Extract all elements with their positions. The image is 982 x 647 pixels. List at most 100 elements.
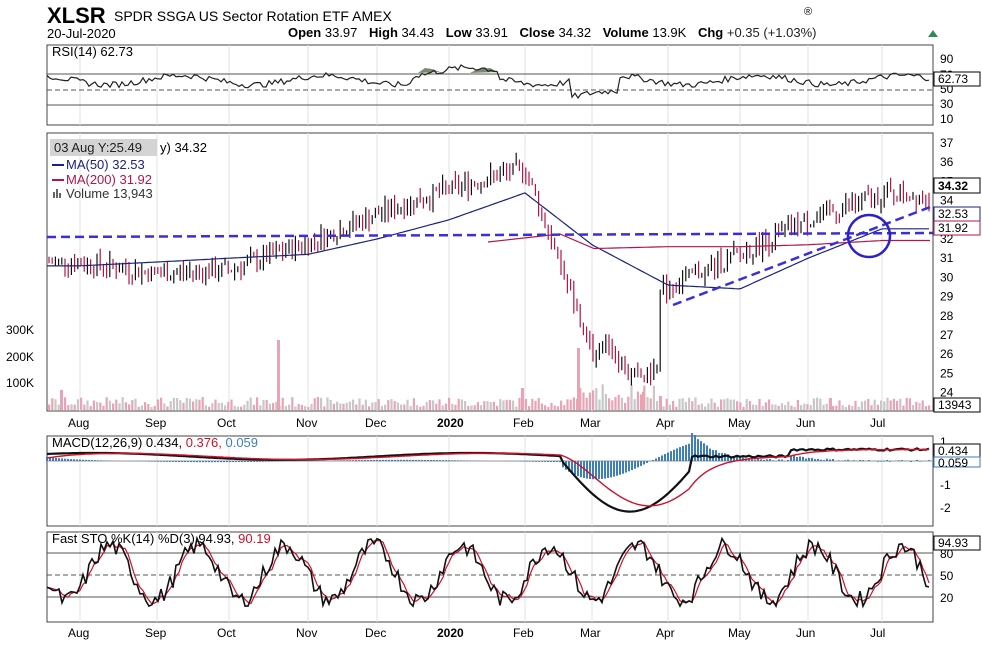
high-label: High [369,25,398,40]
volume-bar [739,402,742,410]
month-axis-middle: Aug Sep Oct Nov Dec 2020 Feb Mar Apr May Jun Jul [68,416,885,430]
macd-hist-bar [712,450,714,461]
volume-bar [304,406,307,410]
macd-hist-bar [46,456,48,461]
volume-bar [409,406,412,410]
volume-bar [118,403,121,410]
month-label: Oct [217,416,236,430]
macd-hist-bar [559,461,561,463]
macd-hist-bar [619,461,621,475]
sto-tag-text: 94.93 [938,536,968,550]
volume-bar [265,399,268,410]
volume-bar [550,402,553,410]
volume-bar [204,405,207,410]
macd-hist-bar [457,460,459,461]
volume-bar [444,403,447,410]
volume-bar [294,406,297,410]
volume-axis: 300K 200K 100K [6,323,34,390]
volume-bar [860,401,863,410]
volume-bar [604,394,607,410]
macd-hist-bar [193,461,195,463]
volume-bar [179,400,182,410]
volume-bar [761,405,764,410]
ma200-tag [933,220,981,236]
volume-bar [339,403,342,410]
macd-hist-bar [64,458,66,461]
volume-bar [342,403,345,410]
sto-d-line [46,539,930,605]
macd-hist-bar [706,445,708,461]
macd-hist-bar [208,461,210,463]
ma50-line [47,192,929,290]
month-label: 2020 [437,416,464,430]
macd-hist-bar [205,461,207,463]
macd-hist-bar [454,460,456,461]
macd-hist-bar [868,460,870,461]
volume-bar [441,405,444,410]
volume-bar [108,400,111,410]
volume-bar [512,400,515,410]
volume-bar [233,405,236,410]
volume-bar [92,400,95,410]
rsi-tick: 90 [940,52,954,66]
volume-bar [476,402,479,410]
volume-bar [364,399,367,410]
macd-hist-bar [628,461,630,472]
volume-bar [259,405,262,410]
macd-hist-bar [577,461,579,477]
price-axis: 3736353433323130292827262524 [940,136,954,400]
volume-bar [771,404,774,410]
volume-bar [220,402,223,410]
volume-bar [534,400,537,410]
rsi-overbought-fill [418,68,440,73]
volume-bar [806,404,809,410]
macd-hist-bar [592,461,594,480]
macd-hist-bar [781,459,783,461]
macd-hist-bar [538,461,540,462]
macd-hist-bar [226,461,228,463]
volume-bar [928,405,931,410]
macd-hist-bar [772,460,774,461]
macd-hist-bar [613,461,615,477]
macd-hist-bar [265,461,267,462]
macd-hist-bar [241,461,243,463]
macd-hist-bar [787,460,789,461]
volume-bar [252,404,255,410]
volume-bar [732,399,735,410]
macd-hist-bar [184,461,186,463]
macd-hist-bar [190,461,192,463]
macd-hist-bar [199,461,201,463]
macd-hist-bar [520,461,522,462]
macd-hist-bar [805,458,807,461]
volume-bar [140,405,143,410]
volume-bar [313,398,316,410]
volume-bar [128,404,131,410]
volume-bar [246,400,249,410]
volume-bar [726,398,729,410]
macd-hist-bar [220,461,222,463]
volume-bar [892,398,895,410]
volume-bar [588,392,591,410]
volume-bar [720,399,723,410]
volume-bar [89,406,92,410]
volume-bar [320,397,323,410]
macd-hist-bar [652,459,654,461]
month-label: Dec [365,416,386,430]
volume-bar [54,399,57,410]
volume-bar [905,397,908,410]
macd-hist-bar [367,459,369,461]
close-tag-text: 34.32 [938,179,968,193]
volume-bar [886,397,889,410]
rsi-line [46,64,930,99]
ma200-line [487,233,930,250]
macd-hist-bar [238,461,240,463]
macd-hist-bar [247,461,249,462]
volume-bar [800,405,803,410]
volume-bar [867,398,870,410]
macd-panel [46,435,934,527]
macd-hist-bar [826,458,828,461]
date-tooltip-text: 03 Aug Y:25.49 [54,140,142,155]
volume-bar [332,403,335,410]
volume-bar [336,401,339,410]
volume-bar [121,397,124,410]
